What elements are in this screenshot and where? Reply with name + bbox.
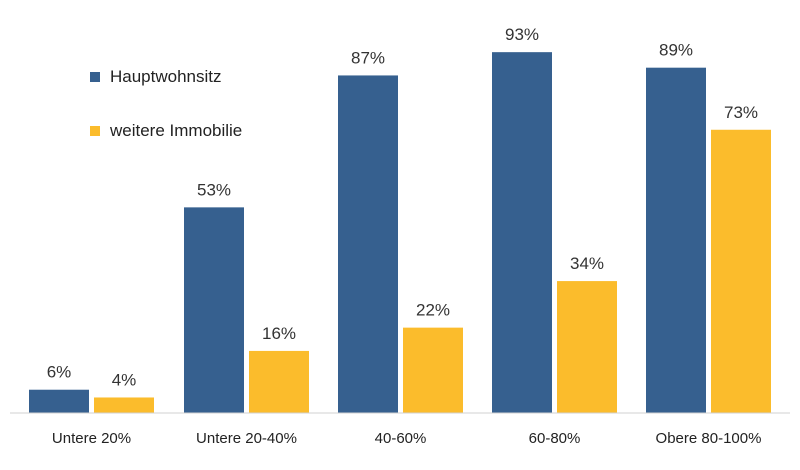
data-label: 53% bbox=[197, 180, 231, 199]
x-tick-label: Untere 20% bbox=[52, 430, 131, 447]
bar-hauptwohnsitz-3 bbox=[492, 52, 552, 413]
bars-layer bbox=[29, 52, 771, 414]
bar-hauptwohnsitz-4 bbox=[646, 67, 706, 414]
x-tick-labels-layer: Untere 20% Untere 20-40% 40-60% 60-80% Obere… bbox=[52, 430, 762, 447]
data-label: 16% bbox=[262, 324, 296, 343]
x-tick-label: 40-60% bbox=[375, 430, 427, 447]
bar-hauptwohnsitz-1 bbox=[184, 207, 244, 413]
legend-item-weitere-immobilie: weitere Immobilie bbox=[90, 120, 242, 142]
data-labels-layer: 6% 4% 53% 16% 87% 22% 93% 34% 89% 73% bbox=[47, 25, 758, 389]
x-tick-label: Untere 20-40% bbox=[196, 430, 297, 447]
bar-weitere-immobilie-2 bbox=[403, 327, 463, 413]
legend-swatch-weitere-immobilie bbox=[90, 126, 100, 136]
legend-label: Hauptwohnsitz bbox=[110, 67, 222, 86]
x-tick-label: 60-80% bbox=[529, 430, 581, 447]
data-label: 22% bbox=[416, 301, 450, 320]
data-label: 34% bbox=[570, 254, 604, 273]
legend-label: weitere Immobilie bbox=[110, 121, 243, 140]
legend-swatch-hauptwohnsitz bbox=[90, 72, 100, 82]
bar-weitere-immobilie-0 bbox=[94, 397, 154, 413]
bar-weitere-immobilie-1 bbox=[249, 350, 309, 413]
bar-hauptwohnsitz-2 bbox=[338, 75, 398, 413]
legend-item-hauptwohnsitz: Hauptwohnsitz bbox=[90, 66, 242, 88]
bar-hauptwohnsitz-0 bbox=[29, 389, 89, 413]
data-label: 73% bbox=[724, 103, 758, 122]
bar-weitere-immobilie-4 bbox=[711, 129, 771, 413]
bar-weitere-immobilie-3 bbox=[557, 281, 617, 413]
legend: Hauptwohnsitz weitere Immobilie bbox=[90, 66, 242, 174]
data-label: 87% bbox=[351, 48, 385, 67]
data-label: 4% bbox=[112, 370, 137, 389]
data-label: 6% bbox=[47, 363, 72, 382]
data-label: 89% bbox=[659, 41, 693, 60]
data-label: 93% bbox=[505, 25, 539, 44]
x-tick-label: Obere 80-100% bbox=[656, 430, 762, 447]
